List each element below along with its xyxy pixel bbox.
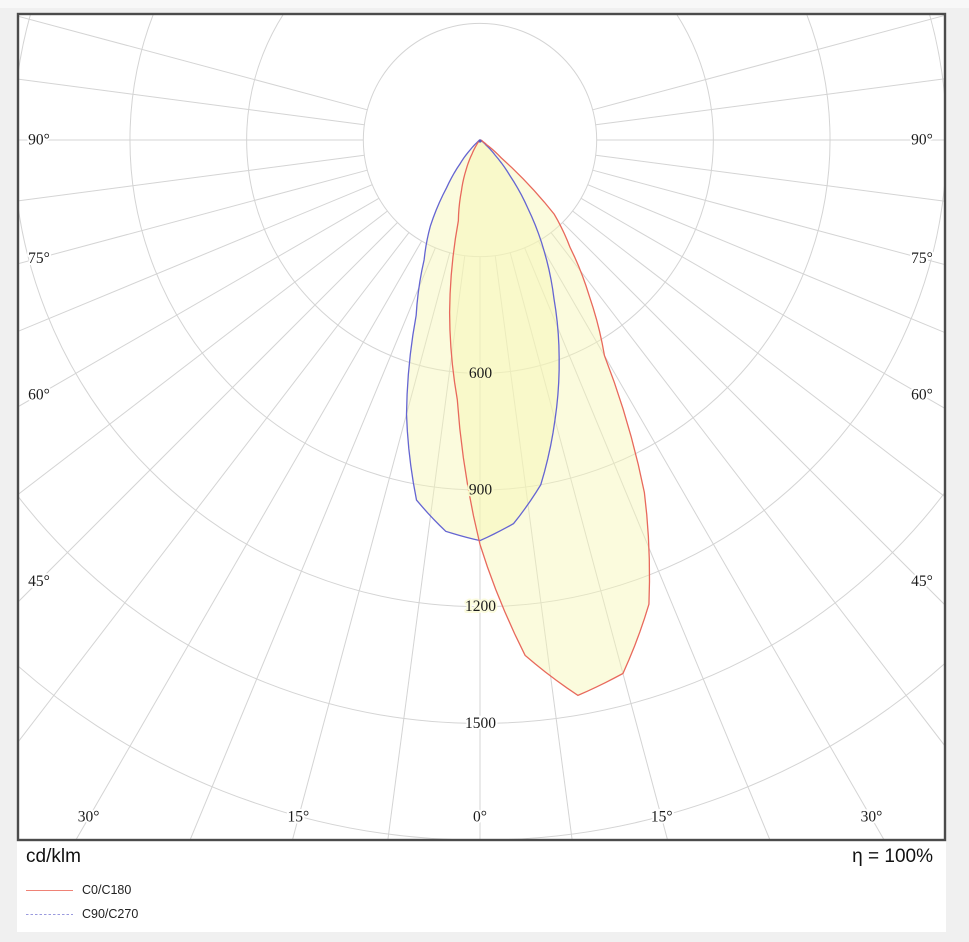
fill-c90-c270	[406, 140, 560, 541]
grid-radial-97.5	[595, 78, 945, 126]
angle-label-right-75: 75°	[911, 250, 933, 267]
grid-radial--7.5	[387, 255, 466, 840]
grid-radial-105	[592, 14, 945, 111]
grid-radial--52.5	[18, 210, 388, 496]
grid-radial--45	[18, 222, 398, 603]
angle-label-bottom-15: 15°	[287, 809, 309, 826]
grid-radial-37.5	[550, 232, 945, 747]
angle-label-right-90: 90°	[911, 132, 933, 149]
grid-radial--22.5	[189, 247, 436, 840]
grid-radial--82.5	[18, 154, 365, 202]
units-label: cd/klm	[26, 846, 81, 867]
grid-radial-22.5	[524, 247, 771, 840]
plot-area	[18, 14, 945, 840]
angle-label-bottom-15: 15°	[651, 809, 673, 826]
grid-radial--15	[291, 252, 451, 840]
page-top-strip	[0, 0, 969, 8]
legend-line-sample-c90	[26, 913, 73, 916]
ring-label-1500: 1500	[465, 715, 496, 732]
grid-radial-15	[509, 252, 669, 840]
ring-label-600: 600	[469, 365, 493, 382]
grid-labels: 600 900 1200 1500 30° 30° 15° 15° 0° 45° 45° 60° 60°…	[26, 130, 935, 828]
legend-label-c90: C90/C270	[82, 907, 139, 921]
angle-label-right-60: 60°	[911, 386, 933, 403]
angle-label-left-75: 75°	[28, 250, 50, 267]
intensity-curves	[405, 139, 651, 697]
legend-line-sample-c0	[26, 889, 73, 892]
angle-label-left-90: 90°	[28, 132, 50, 149]
angle-label-bottom-30: 30°	[861, 809, 883, 826]
plot-border	[16, 12, 947, 842]
intensity-fills	[406, 140, 650, 696]
grid-radial--30	[75, 240, 423, 840]
grid-radial--97.5	[18, 78, 365, 126]
light-output-ratio-label: η = 100%	[852, 846, 933, 867]
ring-label-1200: 1200	[465, 598, 496, 615]
angle-label-bottom-30: 30°	[78, 809, 100, 826]
grid-radial--60	[18, 197, 380, 408]
grid-radial--67.5	[18, 184, 373, 332]
fill-c0-c180	[449, 140, 650, 696]
grid-radial-82.5	[595, 154, 945, 202]
angle-label-left-45: 45°	[28, 573, 50, 590]
grid-radial--105	[18, 15, 368, 111]
polar-origin-dot	[478, 139, 482, 143]
angle-label-bottom-0: 0°	[473, 809, 487, 826]
grid-radial-30	[537, 240, 885, 840]
curve-c90-c270	[405, 139, 560, 542]
legend-label-c0: C0/C180	[82, 883, 132, 897]
grid-radial-60	[580, 197, 945, 410]
grid-radial-7.5	[494, 255, 573, 840]
legend-item-c0-c180: C0/C180	[26, 884, 138, 897]
curve-c0-c180	[448, 139, 651, 697]
angle-label-right-45: 45°	[911, 573, 933, 590]
angle-label-left-60: 60°	[28, 386, 50, 403]
grid-radial-45	[562, 222, 945, 606]
grid-radial-67.5	[587, 184, 945, 334]
ring-label-900: 900	[469, 482, 493, 499]
curve-legend: C0/C180 C90/C270	[26, 884, 138, 932]
legend-item-c90-c270: C90/C270	[26, 908, 138, 921]
grid-radial--37.5	[18, 232, 410, 743]
grid-radial-52.5	[572, 210, 945, 498]
grid-radial-75	[592, 169, 945, 266]
grid-radial--75	[18, 169, 368, 265]
